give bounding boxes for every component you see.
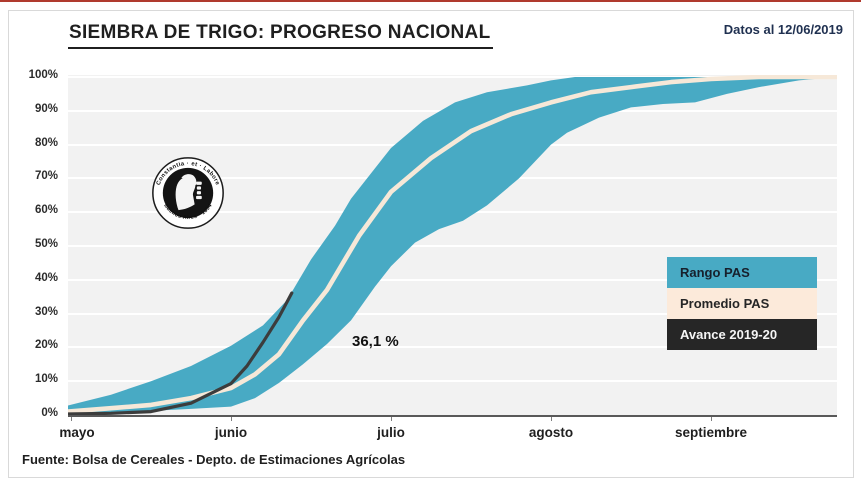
x-axis-tick-label: junio: [214, 425, 248, 440]
y-axis-tick-label: 20%: [34, 339, 58, 352]
top-accent-line: [0, 0, 861, 2]
x-axis-tick-mark: [391, 417, 392, 421]
y-axis-tick-label: 80%: [34, 136, 58, 149]
bolsa-de-cereales-seal-logo: Constantia · et · Labore Buenos Aires · …: [152, 157, 224, 229]
chart-canvas: [68, 75, 837, 415]
y-axis-tick-label: 10%: [34, 373, 58, 386]
x-axis-tick-label: septiembre: [674, 425, 748, 440]
gridline: [68, 312, 837, 315]
x-axis-tick-mark: [711, 417, 712, 421]
avance-2019-20-line: [68, 291, 294, 415]
y-axis-tick-label: 50%: [34, 238, 58, 250]
legend-item-rango-pas: Rango PAS: [667, 257, 817, 288]
x-axis-tick-mark: [231, 417, 232, 421]
y-axis-tick-label: 60%: [34, 204, 58, 217]
legend-item-avance-2019-20: Avance 2019-20: [667, 319, 817, 350]
promedio-pas-line: [68, 75, 837, 414]
gridline: [68, 346, 837, 349]
classical-profile-figure: [175, 174, 202, 211]
y-axis-tick-label: 100%: [28, 69, 58, 81]
y-axis-tick-label: 90%: [34, 102, 58, 115]
legend-item-promedio-pas: Promedio PAS: [667, 288, 817, 319]
legend: Rango PAS Promedio PAS Avance 2019-20: [667, 257, 817, 350]
x-axis-tick-mark: [551, 417, 552, 421]
y-axis-tick-label: 70%: [34, 170, 58, 183]
rango-pas-band: [68, 77, 837, 414]
y-axis-tick-label: 0%: [41, 407, 58, 419]
page-title: SIEMBRA DE TRIGO: PROGRESO NACIONAL: [68, 22, 494, 49]
source-note: Fuente: Bolsa de Cereales - Depto. de Es…: [22, 452, 406, 467]
x-axis-tick-mark: [71, 417, 72, 421]
gridline: [68, 278, 837, 281]
y-axis-tick-label: 30%: [34, 305, 58, 318]
gridline: [68, 76, 837, 78]
x-axis-tick-label: mayo: [59, 425, 95, 440]
avance-value-label: 36,1 %: [352, 333, 399, 350]
gridline: [68, 380, 837, 383]
y-axis-tick-label: 40%: [34, 271, 58, 284]
x-axis-tick-label: julio: [377, 425, 405, 440]
plot-area: Constantia · et · Labore Buenos Aires · …: [68, 75, 837, 417]
x-axis-tick-label: agosto: [528, 425, 574, 440]
data-date-note: Datos al 12/06/2019: [723, 22, 843, 37]
gridline: [68, 245, 837, 247]
